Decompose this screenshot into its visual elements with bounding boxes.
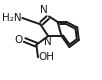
Text: OH: OH <box>39 52 55 62</box>
Text: H₂N: H₂N <box>2 13 21 23</box>
Text: O: O <box>15 35 23 45</box>
Text: N: N <box>44 37 52 47</box>
Text: N: N <box>40 5 47 15</box>
